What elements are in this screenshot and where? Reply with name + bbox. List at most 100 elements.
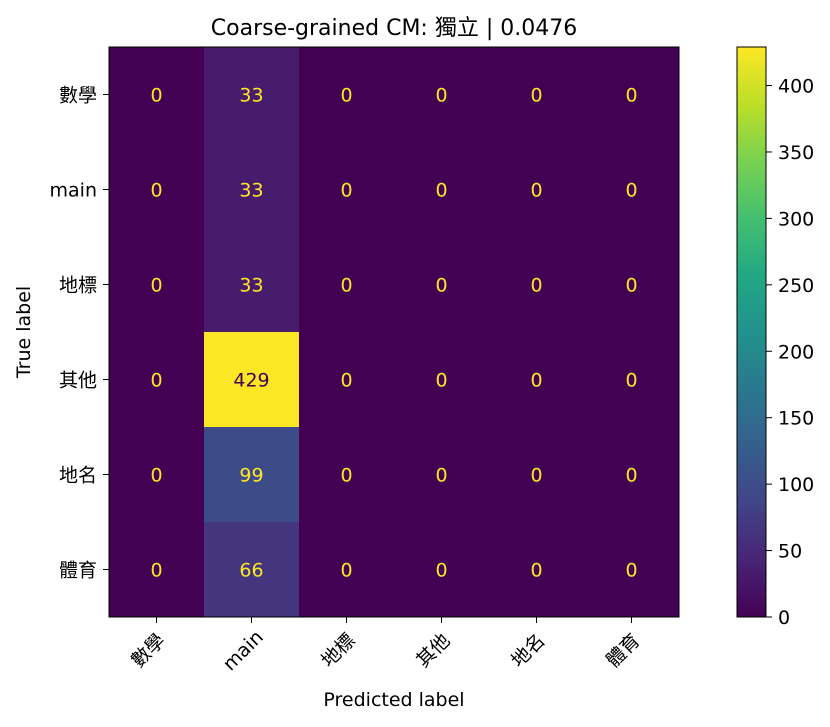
cell-value-label: 0 — [530, 275, 542, 297]
cell-value-label: 0 — [625, 180, 637, 202]
heatmap-cell — [394, 427, 490, 523]
cell-value-label: 0 — [625, 85, 637, 107]
heatmap-cell — [109, 522, 205, 618]
x-tick-label: main — [219, 626, 268, 675]
cell-value-label: 0 — [150, 85, 162, 107]
heatmap-cell — [204, 47, 300, 143]
cell-value-label: 0 — [530, 85, 542, 107]
heatmap-cell — [394, 47, 490, 143]
cell-value-label: 33 — [239, 85, 263, 107]
heatmap-cell — [299, 427, 395, 523]
cell-value-label: 0 — [625, 560, 637, 582]
heatmap-cells — [109, 47, 680, 618]
cell-value-label: 99 — [239, 465, 263, 487]
cell-value-labels: 0 33 0 0 0 0 0 33 0 0 0 0 0 33 0 0 0 0 0 429 0 0 0 0 0 99 0 0 0 0 0 66 0… — [150, 85, 637, 582]
colorbar-tick-label: 50 — [778, 541, 802, 563]
cell-value-label: 0 — [150, 180, 162, 202]
heatmap-cell — [394, 237, 490, 333]
cell-value-label: 0 — [625, 465, 637, 487]
heatmap-cell — [204, 142, 300, 238]
y-tick-label: 其他 — [59, 370, 97, 392]
heatmap-cell — [204, 427, 300, 523]
cell-value-label: 0 — [530, 180, 542, 202]
colorbar-tick-label: 400 — [778, 76, 814, 98]
cell-value-label: 429 — [233, 370, 269, 392]
heatmap-cell — [109, 332, 205, 428]
cell-value-label: 0 — [435, 370, 447, 392]
heatmap-cell — [584, 142, 680, 238]
cell-value-label: 0 — [435, 275, 447, 297]
heatmap-cell — [109, 237, 205, 333]
cell-value-label: 0 — [340, 370, 352, 392]
colorbar-tick-label: 250 — [778, 275, 814, 297]
heatmap-cell — [299, 142, 395, 238]
y-tick-label: 數學 — [59, 85, 97, 107]
heatmap-cell — [489, 237, 585, 333]
y-axis-label: True label — [13, 286, 35, 379]
cell-value-label: 0 — [150, 370, 162, 392]
y-tick-label: 體育 — [59, 560, 97, 582]
cell-value-label: 0 — [435, 85, 447, 107]
cell-value-label: 0 — [340, 180, 352, 202]
cell-value-label: 0 — [530, 370, 542, 392]
cell-value-label: 0 — [530, 560, 542, 582]
heatmap-cell — [489, 522, 585, 618]
heatmap-cell — [584, 47, 680, 143]
heatmap-cell — [489, 142, 585, 238]
chart-title: Coarse-grained CM: 獨立 | 0.0476 — [211, 16, 577, 41]
heatmap-cell — [299, 47, 395, 143]
colorbar-tick-label: 100 — [778, 474, 814, 496]
heatmap-cell — [109, 47, 205, 143]
x-tick-label: 其他 — [412, 630, 454, 672]
plot-frame — [108, 46, 680, 618]
cell-value-label: 0 — [435, 180, 447, 202]
colorbar — [736, 46, 767, 618]
heatmap-cell — [489, 427, 585, 523]
heatmap-cell — [394, 332, 490, 428]
heatmap-cell — [204, 522, 300, 618]
heatmap-cell — [204, 332, 300, 428]
cell-value-label: 33 — [239, 180, 263, 202]
cell-value-label: 0 — [340, 465, 352, 487]
cell-value-label: 0 — [435, 465, 447, 487]
heatmap-cell — [584, 237, 680, 333]
x-axis-ticks: 數學 main 地標 其他 地名 體育 — [127, 617, 644, 675]
x-tick-label: 地標 — [317, 630, 359, 672]
cell-value-label: 0 — [150, 275, 162, 297]
cell-value-label: 0 — [150, 465, 162, 487]
heatmap-cell — [299, 237, 395, 333]
cell-value-label: 66 — [239, 560, 263, 582]
cell-value-label: 0 — [150, 560, 162, 582]
heatmap-cell — [299, 522, 395, 618]
colorbar-tick-label: 350 — [778, 142, 814, 164]
heatmap-cell — [204, 237, 300, 333]
x-tick-label: 地名 — [507, 630, 549, 672]
heatmap-cell — [109, 427, 205, 523]
x-axis-label: Predicted label — [323, 689, 464, 711]
heatmap-cell — [489, 47, 585, 143]
cell-value-label: 0 — [625, 370, 637, 392]
cell-value-label: 0 — [435, 560, 447, 582]
y-tick-label: main — [50, 180, 97, 202]
y-tick-label: 地名 — [59, 465, 97, 487]
cell-value-label: 0 — [625, 275, 637, 297]
y-tick-label: 地標 — [59, 275, 97, 297]
colorbar-tick-label: 150 — [778, 408, 814, 430]
colorbar-tick-label: 0 — [778, 607, 790, 629]
cell-value-label: 0 — [340, 275, 352, 297]
heatmap-cell — [394, 522, 490, 618]
x-tick-label: 數學 — [127, 630, 169, 672]
cell-value-label: 33 — [239, 275, 263, 297]
cell-value-label: 0 — [340, 560, 352, 582]
heatmap-cell — [584, 522, 680, 618]
x-tick-label: 體育 — [602, 630, 644, 672]
cell-value-label: 0 — [340, 85, 352, 107]
heatmap-cell — [584, 427, 680, 523]
heatmap-cell — [489, 332, 585, 428]
heatmap-cell — [394, 142, 490, 238]
heatmap-cell — [299, 332, 395, 428]
colorbar-tick-label: 300 — [778, 208, 814, 230]
colorbar-ticks: 0 50 100 150 200 250 300 350 400 — [766, 76, 814, 629]
